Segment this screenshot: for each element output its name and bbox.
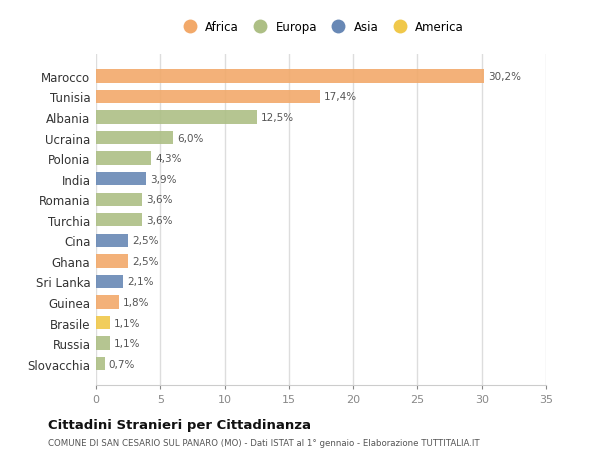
Text: 12,5%: 12,5% xyxy=(260,113,293,123)
Text: 0,7%: 0,7% xyxy=(109,359,135,369)
Bar xyxy=(96,234,128,247)
Text: COMUNE DI SAN CESARIO SUL PANARO (MO) - Dati ISTAT al 1° gennaio - Elaborazione : COMUNE DI SAN CESARIO SUL PANARO (MO) - … xyxy=(48,438,479,448)
Bar xyxy=(96,255,128,268)
Bar xyxy=(96,152,151,165)
Text: 30,2%: 30,2% xyxy=(488,72,521,82)
Bar xyxy=(96,357,105,370)
Bar xyxy=(96,70,484,84)
Bar xyxy=(96,193,142,207)
Text: 1,1%: 1,1% xyxy=(114,338,140,348)
Bar xyxy=(96,173,146,186)
Text: 3,9%: 3,9% xyxy=(150,174,176,185)
Text: 1,8%: 1,8% xyxy=(123,297,149,308)
Bar xyxy=(96,111,257,124)
Text: 3,6%: 3,6% xyxy=(146,195,173,205)
Text: 2,5%: 2,5% xyxy=(132,256,158,266)
Text: 2,5%: 2,5% xyxy=(132,236,158,246)
Bar xyxy=(96,316,110,330)
Legend: Africa, Europa, Asia, America: Africa, Europa, Asia, America xyxy=(178,21,464,34)
Bar xyxy=(96,275,123,289)
Text: 17,4%: 17,4% xyxy=(323,92,356,102)
Text: 6,0%: 6,0% xyxy=(177,133,203,143)
Text: 1,1%: 1,1% xyxy=(114,318,140,328)
Bar xyxy=(96,337,110,350)
Bar xyxy=(96,296,119,309)
Text: 2,1%: 2,1% xyxy=(127,277,154,287)
Bar xyxy=(96,213,142,227)
Bar xyxy=(96,132,173,145)
Text: 4,3%: 4,3% xyxy=(155,154,182,164)
Text: Cittadini Stranieri per Cittadinanza: Cittadini Stranieri per Cittadinanza xyxy=(48,418,311,431)
Text: 3,6%: 3,6% xyxy=(146,215,173,225)
Bar xyxy=(96,90,320,104)
